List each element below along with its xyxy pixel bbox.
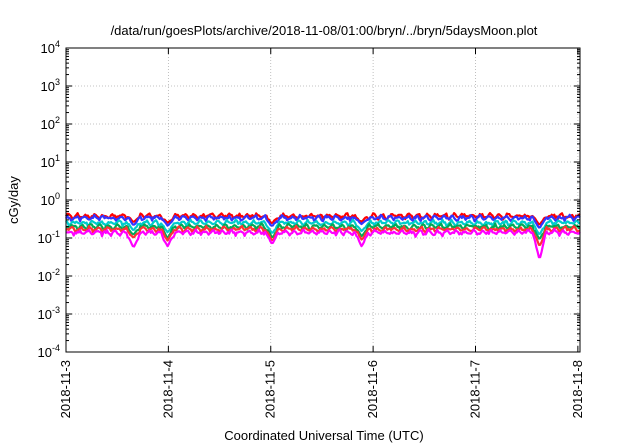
y-tick-exponent: 1: [55, 153, 60, 163]
series-line: [65, 218, 581, 235]
series-line: [65, 228, 581, 259]
x-tick-label: 2018-11-8: [570, 360, 585, 418]
y-tick-exponent: -2: [52, 267, 60, 277]
y-axis-label: cGy/day: [6, 176, 21, 224]
chart-title: /data/run/goesPlots/archive/2018-11-08/0…: [111, 23, 538, 38]
y-tick-base: 10: [38, 231, 52, 246]
y-tick-label: 102: [41, 115, 60, 132]
y-tick-base: 10: [41, 79, 55, 94]
plot-frame: [65, 47, 581, 353]
y-tick-exponent: -1: [52, 229, 60, 239]
y-tick-base: 10: [38, 345, 52, 360]
y-tick-exponent: -4: [52, 343, 60, 353]
y-tick-base: 10: [41, 193, 55, 208]
y-tick-label: 10-4: [38, 343, 60, 360]
grid: [66, 48, 580, 352]
y-tick-label: 104: [41, 39, 60, 56]
x-tick-label: 2018-11-3: [58, 360, 73, 418]
axis-ticks: 10-410-310-210-11001011021031042018-11-3…: [38, 39, 585, 418]
y-tick-exponent: 3: [55, 77, 60, 87]
y-tick-label: 10-3: [38, 305, 60, 322]
x-tick-label: 2018-11-7: [467, 360, 482, 418]
y-tick-base: 10: [41, 41, 55, 56]
x-tick-label: 2018-11-5: [263, 360, 278, 418]
y-tick-label: 10-2: [38, 267, 60, 284]
series-line: [65, 224, 581, 246]
x-tick-label: 2018-11-4: [160, 360, 175, 418]
series-group: [65, 212, 581, 259]
series-line: [65, 222, 581, 240]
x-axis-label: Coordinated Universal Time (UTC): [224, 428, 423, 443]
y-tick-exponent: -3: [52, 305, 60, 315]
y-tick-label: 10-1: [38, 229, 60, 246]
x-tick-label: 2018-11-6: [365, 360, 380, 418]
y-tick-label: 103: [41, 77, 60, 94]
y-tick-exponent: 4: [55, 39, 60, 49]
y-tick-exponent: 2: [55, 115, 60, 125]
y-tick-base: 10: [41, 155, 55, 170]
y-tick-label: 101: [41, 153, 60, 170]
y-tick-exponent: 0: [55, 191, 60, 201]
y-tick-base: 10: [38, 269, 52, 284]
y-tick-label: 100: [41, 191, 60, 208]
y-tick-base: 10: [41, 117, 55, 132]
series-line: [65, 213, 581, 229]
y-tick-base: 10: [38, 307, 52, 322]
